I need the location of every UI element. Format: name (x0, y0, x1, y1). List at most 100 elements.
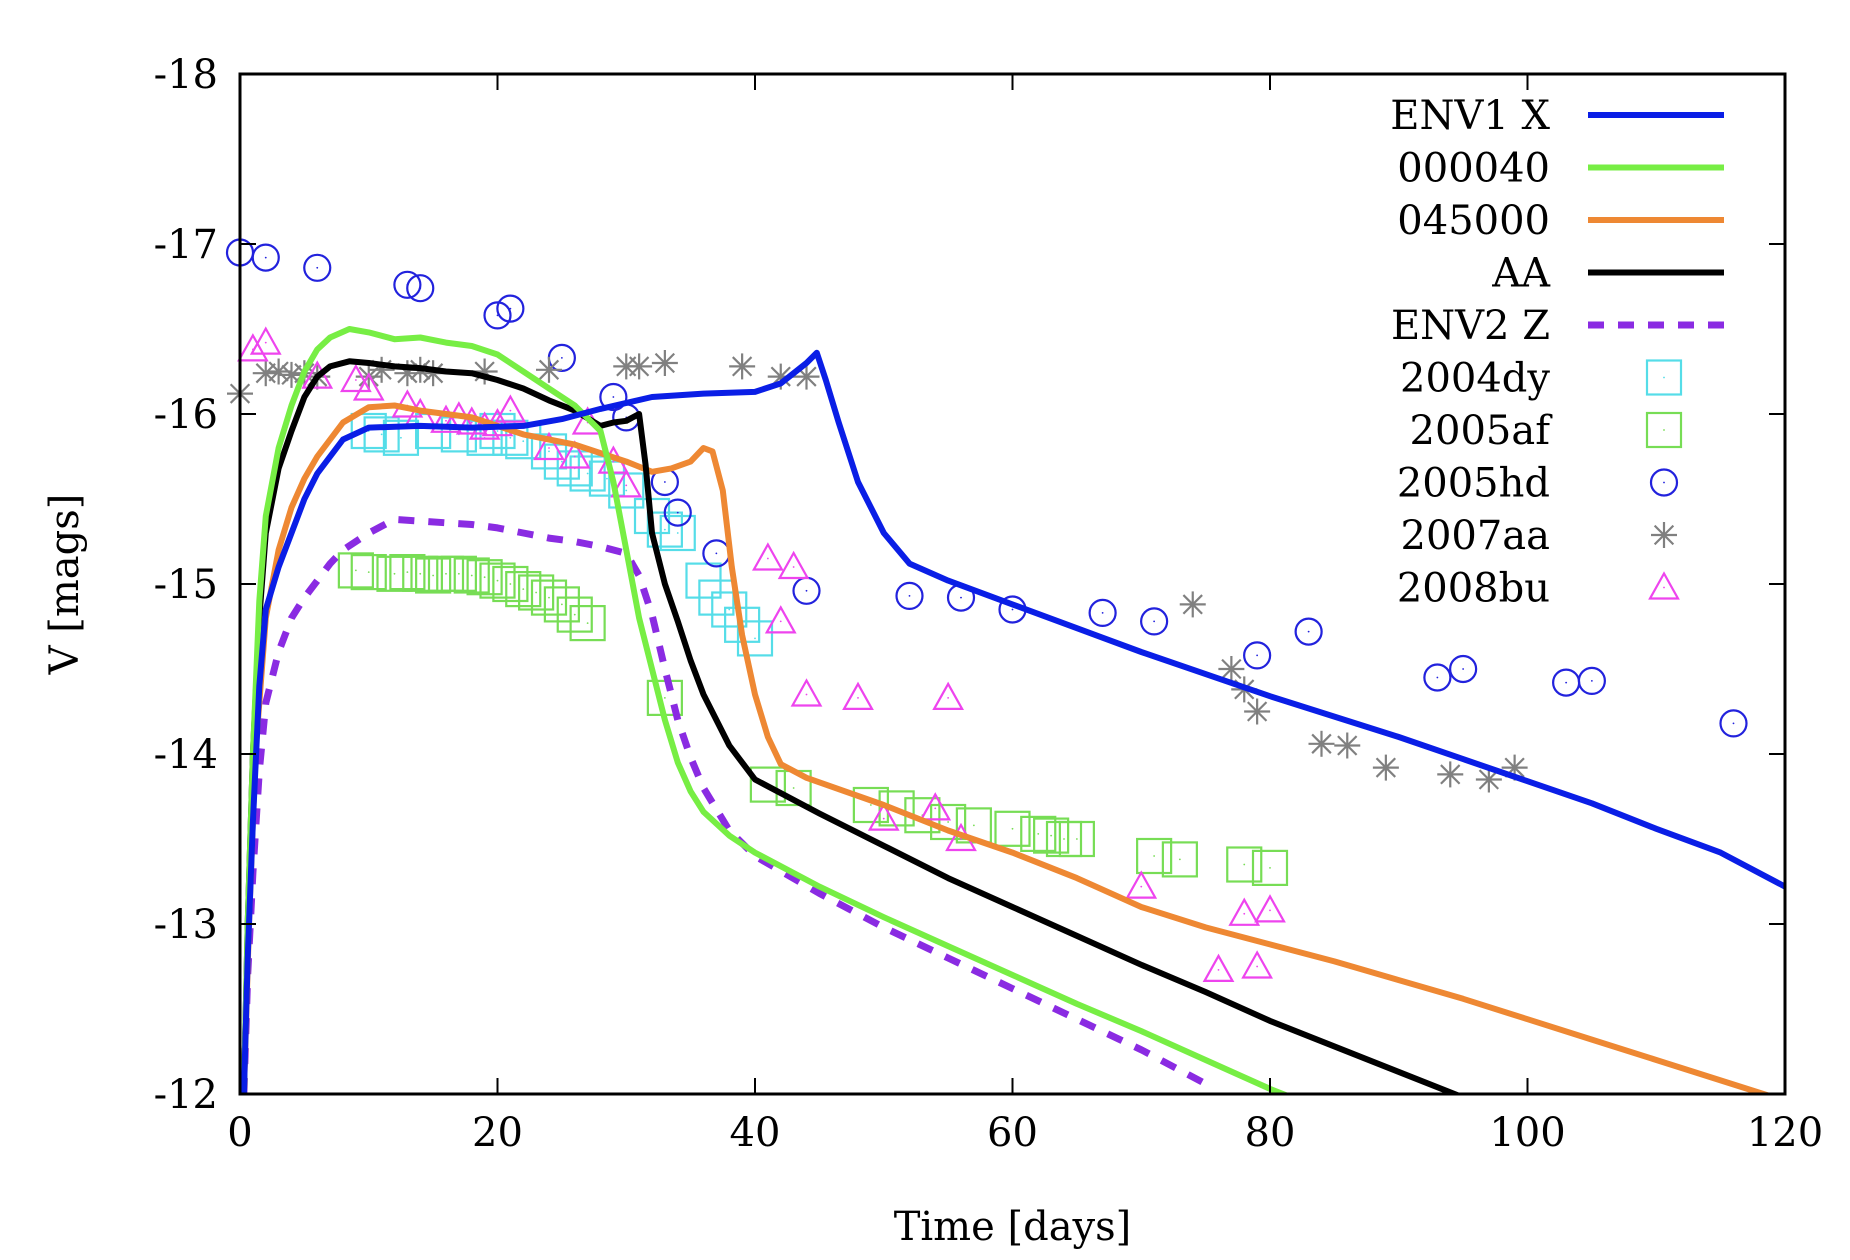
data-point-2004dy (382, 419, 420, 456)
data-point-2008bu (867, 802, 900, 831)
data-point-2007aa (1437, 761, 1464, 788)
data-point-2004dy (736, 620, 774, 657)
data-point-2008bu (430, 404, 462, 433)
data-point-2005af (337, 552, 374, 589)
legend-item-000040: 000040 (1397, 146, 1724, 192)
data-point-2008bu (236, 333, 269, 362)
data-point-2005hd (251, 243, 280, 272)
data-point-2007aa (1179, 591, 1206, 618)
data-point-2004dy (711, 591, 748, 628)
x-axis-title: Time [days] (894, 1204, 1132, 1250)
data-point-2007aa (536, 356, 562, 383)
data-point-2005af (518, 574, 555, 611)
data-point-2005hd (895, 581, 924, 611)
series-line-env2-z (240, 515, 1208, 1094)
data-point-2005af (1161, 841, 1198, 878)
legend: ENV1 X 000040 045000 AA ENV2 Z 2004dy 2005af 20… (1390, 93, 1724, 612)
legend-marker-swatch (1648, 571, 1680, 600)
data-point-2005af (1251, 849, 1289, 887)
data-point-2004dy (698, 579, 735, 616)
data-point-2007aa (252, 360, 279, 387)
data-point-2005af (427, 555, 465, 592)
data-point-2005af (505, 570, 542, 608)
data-point-2005af (376, 555, 413, 592)
data-point-2005hd (1552, 668, 1581, 697)
data-point-2008bu (1254, 894, 1286, 923)
legend-item-2005hd: 2005hd (1397, 461, 1679, 507)
data-point-2007aa (651, 350, 678, 376)
legend-item-2004dy: 2004dy (1400, 356, 1683, 402)
data-point-2005af (402, 555, 439, 592)
data-point-2008bu (558, 440, 591, 469)
data-point-2005af (1136, 837, 1173, 875)
data-point-2005af (1033, 817, 1070, 854)
y-tick-label: -13 (154, 902, 218, 948)
data-point-2008bu (339, 363, 372, 393)
data-point-2005hd (1449, 654, 1478, 684)
data-point-2005af (569, 604, 606, 642)
data-point-2008bu (494, 394, 527, 423)
data-point-2008bu (533, 431, 565, 461)
x-tick-label: 40 (730, 1110, 781, 1156)
data-point-2008bu (249, 326, 282, 355)
legend-item-045000: 045000 (1397, 198, 1724, 244)
series-line-000040 (240, 326, 1292, 1094)
data-point-2007aa (626, 353, 653, 380)
data-point-2005af (543, 586, 580, 623)
data-point-2005af (350, 553, 387, 591)
legend-item-2005af: 2005af (1410, 408, 1683, 454)
y-tick-label: -17 (154, 222, 218, 268)
y-tick-label: -14 (154, 732, 218, 778)
legend-label: 2005hd (1397, 461, 1550, 507)
legend-label: 2004dy (1400, 356, 1550, 402)
legend-label: 000040 (1397, 146, 1550, 192)
legend-item-aa: AA (1491, 251, 1724, 297)
x-tick-label: 120 (1747, 1110, 1823, 1156)
data-point-2004dy (363, 416, 400, 453)
legend-item-env1-x: ENV1 X (1390, 93, 1724, 139)
x-tick-label: 80 (1245, 1110, 1296, 1156)
x-tick-label: 0 (227, 1110, 252, 1156)
data-point-2005hd (1719, 709, 1748, 738)
data-point-2008bu (1241, 950, 1274, 979)
data-point-2005af (994, 810, 1031, 847)
data-point-2004dy (543, 443, 580, 480)
data-point-2007aa (1334, 732, 1361, 759)
x-tick-label: 100 (1489, 1110, 1565, 1156)
data-point-2008bu (352, 372, 385, 401)
data-point-2005hd (1423, 663, 1452, 692)
legend-label: ENV1 X (1390, 93, 1550, 139)
plot-marks (225, 238, 1785, 1094)
data-point-2005af (453, 557, 490, 594)
data-point-2008bu (1202, 953, 1235, 983)
data-point-2005af (440, 555, 477, 592)
series-points-2008bu (236, 326, 1286, 983)
data-point-2008bu (790, 678, 823, 707)
data-point-2005af (1020, 815, 1057, 853)
legend-item-env2-z: ENV2 Z (1391, 303, 1724, 349)
x-tick-label: 60 (987, 1110, 1038, 1156)
legend-label: 2008bu (1397, 566, 1550, 612)
legend-label: ENV2 Z (1391, 303, 1550, 349)
series-line-045000 (240, 402, 1774, 1094)
x-tick-label: 20 (472, 1110, 523, 1156)
data-point-2005af (1226, 846, 1263, 883)
data-point-2005af (556, 596, 593, 633)
series-line-aa (240, 358, 1463, 1094)
plot-frame (238, 72, 1787, 1096)
series-line-env1-x (240, 349, 1785, 1094)
data-point-2008bu (932, 681, 965, 711)
legend-marker-swatch (1651, 522, 1677, 548)
data-point-2007aa (265, 358, 292, 385)
data-point-2005hd (1577, 666, 1606, 696)
legend-label: AA (1491, 251, 1551, 297)
y-tick-label: -15 (154, 562, 218, 608)
legend-item-2007aa: 2007aa (1401, 513, 1677, 559)
data-point-2007aa (1372, 754, 1399, 781)
data-point-2005af (479, 562, 516, 599)
data-point-2007aa (1218, 656, 1245, 682)
y-tick-label: -16 (154, 392, 218, 438)
data-point-2005af (415, 557, 452, 594)
data-point-2008bu (610, 469, 643, 498)
